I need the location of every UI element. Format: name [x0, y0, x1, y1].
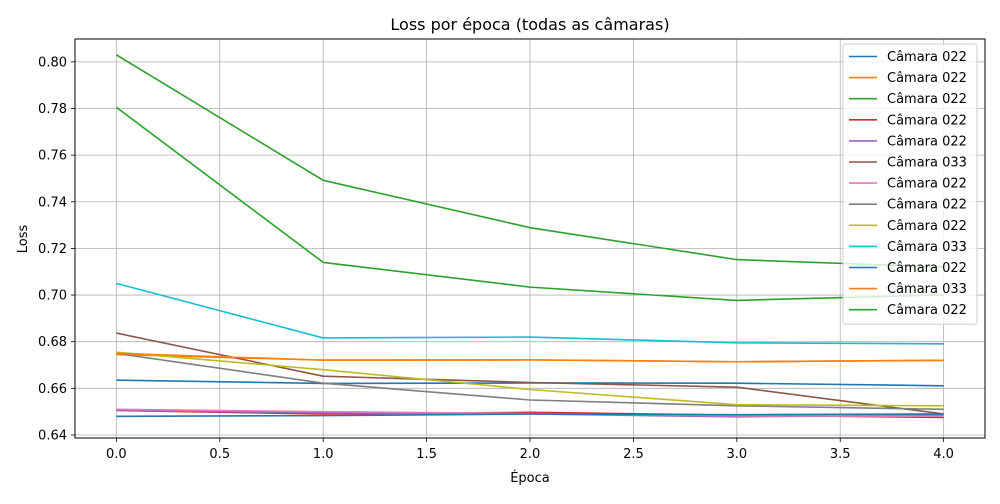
y-tick-label: 0.78 — [38, 102, 67, 117]
legend-label: Câmara 022 — [887, 113, 967, 128]
chart-title: Loss por época (todas as câmaras) — [390, 15, 669, 34]
x-tick-label: 3.5 — [830, 447, 851, 462]
y-tick-label: 0.68 — [38, 335, 67, 350]
series-line-11 — [116, 413, 944, 418]
legend: Câmara 022 Câmara 022 Câmara 022 Câmara 022… — [842, 43, 978, 325]
x-tick-label: 1.0 — [313, 447, 334, 462]
x-axis-label: Época — [510, 470, 550, 486]
legend-label: Câmara 022 — [887, 198, 967, 213]
y-tick-label: 0.66 — [38, 382, 67, 397]
y-axis-label: Loss — [16, 225, 31, 254]
legend-label: Câmara 022 — [887, 303, 967, 318]
y-tick-label: 0.74 — [38, 195, 67, 210]
x-tick-label: 0.5 — [209, 447, 230, 462]
x-axis-ticks: 0.0 0.5 1.0 1.5 2.0 2.5 3.0 3.5 4.0 — [106, 438, 954, 462]
series-line-8 — [116, 352, 944, 411]
y-axis-ticks: 0.64 0.66 0.68 0.70 0.72 0.74 0.76 0.78 0.80 — [38, 55, 75, 443]
legend-label: Câmara 033 — [887, 156, 967, 171]
legend-label: Câmara 022 — [887, 50, 967, 65]
legend-label: Câmara 033 — [887, 240, 967, 255]
series-line-12 — [116, 352, 944, 363]
y-tick-label: 0.80 — [38, 55, 67, 70]
x-tick-label: 4.0 — [933, 447, 954, 462]
legend-label: Câmara 022 — [887, 177, 967, 192]
x-tick-label: 1.5 — [416, 447, 437, 462]
y-tick-label: 0.72 — [38, 242, 67, 257]
x-tick-label: 0.0 — [106, 447, 127, 462]
legend-label: Câmara 022 — [887, 219, 967, 234]
series-line-13 — [115, 54, 944, 268]
series-line-9 — [116, 351, 944, 407]
x-tick-label: 3.0 — [726, 447, 747, 462]
series-line-6 — [116, 332, 944, 415]
grid-lines — [75, 39, 985, 438]
legend-label: Câmara 033 — [887, 282, 967, 297]
legend-label: Câmara 022 — [887, 92, 967, 107]
legend-label: Câmara 022 — [887, 134, 967, 149]
y-tick-label: 0.70 — [38, 289, 67, 304]
legend-label: Câmara 022 — [887, 261, 967, 276]
x-tick-label: 2.0 — [520, 447, 541, 462]
legend-label: Câmara 022 — [887, 71, 967, 86]
y-tick-label: 0.64 — [38, 428, 67, 443]
legend-box — [842, 43, 978, 325]
series-layer — [115, 54, 944, 419]
y-tick-label: 0.76 — [38, 149, 67, 164]
series-line-10 — [116, 282, 944, 345]
series-line-3 — [115, 106, 944, 302]
x-tick-label: 2.5 — [623, 447, 644, 462]
